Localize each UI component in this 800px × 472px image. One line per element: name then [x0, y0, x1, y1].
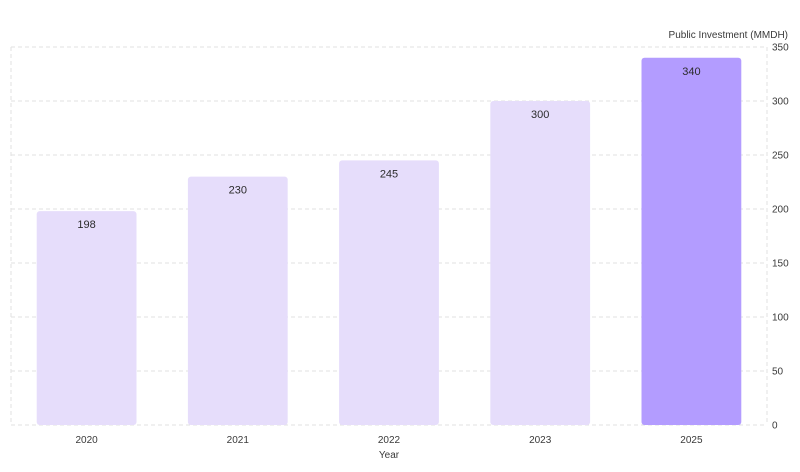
x-tick-label: 2021 — [227, 435, 250, 446]
y-axis-ticks: 0 50 100 150 200 250 300 350 — [772, 43, 789, 432]
x-tick-label: 2020 — [75, 435, 98, 446]
y-tick-label: 50 — [772, 367, 784, 378]
bar-value-label: 340 — [682, 66, 700, 78]
y-tick-label: 100 — [772, 313, 789, 324]
y-tick-label: 300 — [772, 97, 789, 108]
x-tick-label: 2023 — [529, 435, 552, 446]
x-axis-ticks: 2020 2021 2022 2023 2025 — [75, 435, 702, 446]
bar-value-label: 198 — [77, 219, 95, 231]
bar-value-label: 230 — [229, 185, 247, 197]
y-tick-label: 200 — [772, 205, 789, 216]
bar-2025[interactable] — [641, 57, 742, 426]
y-tick-label: 250 — [772, 151, 789, 162]
bar-2021[interactable] — [187, 176, 288, 425]
bar-2023[interactable] — [490, 101, 591, 425]
y-axis-title: Public Investment (MMDH) — [669, 30, 788, 41]
y-tick-label: 0 — [772, 421, 778, 432]
bar-value-label: 300 — [531, 109, 549, 121]
x-tick-label: 2025 — [680, 435, 703, 446]
x-axis-title: Year — [379, 450, 400, 461]
bars — [36, 57, 742, 426]
bar-value-labels: 198 230 245 300 340 — [77, 66, 700, 231]
bar-2022[interactable] — [339, 160, 439, 425]
y-tick-label: 350 — [772, 43, 789, 54]
x-tick-label: 2022 — [378, 435, 401, 446]
bar-2020[interactable] — [36, 211, 137, 425]
y-tick-label: 150 — [772, 259, 789, 270]
bar-value-label: 245 — [380, 168, 398, 180]
